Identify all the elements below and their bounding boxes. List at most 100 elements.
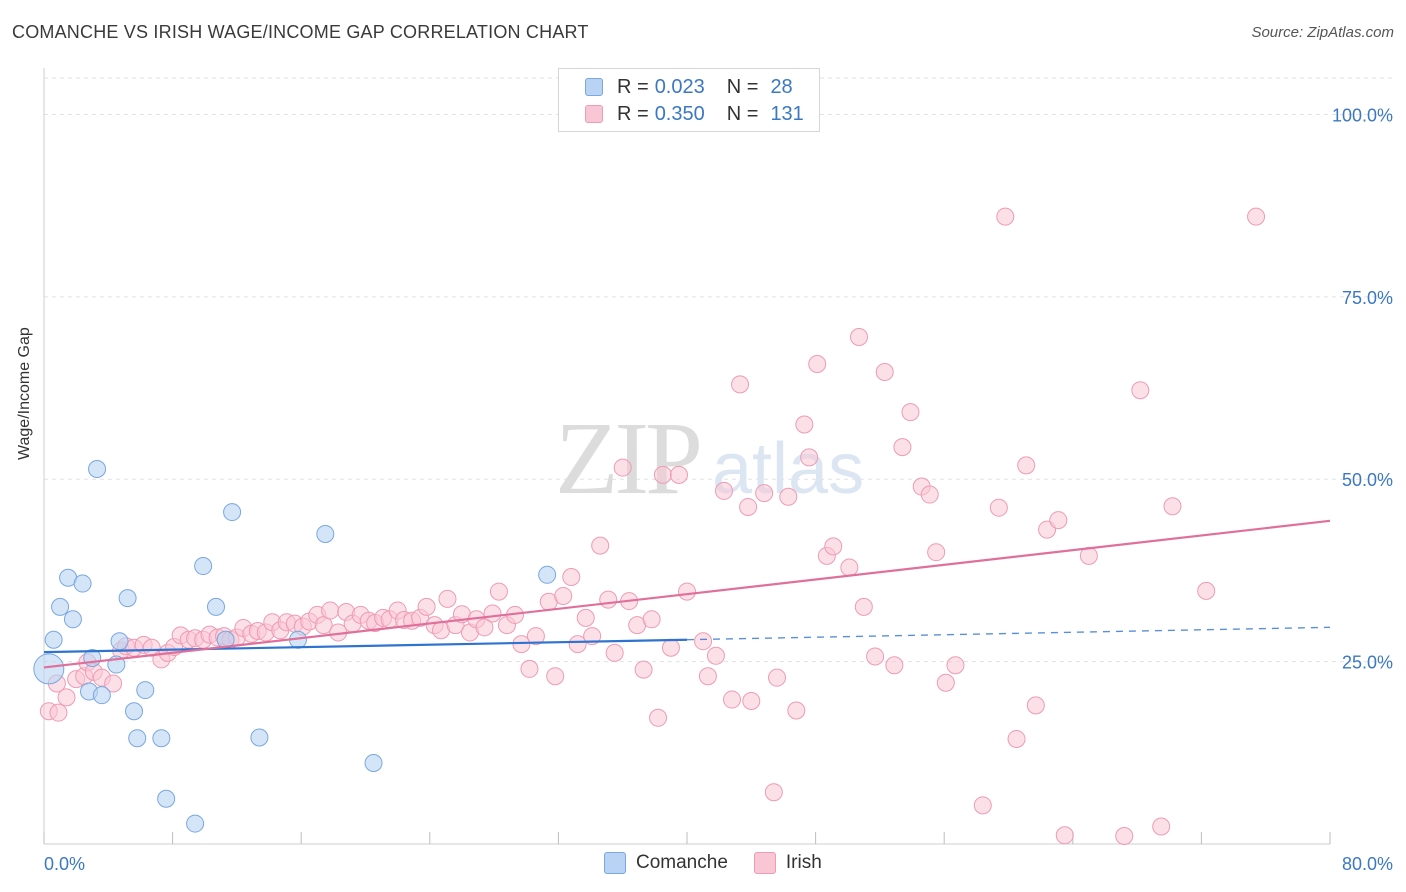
irish-point xyxy=(973,796,992,815)
irish-point xyxy=(893,438,912,457)
comanche-point xyxy=(157,789,176,808)
irish-point xyxy=(661,638,680,657)
watermark: ZIP atlas xyxy=(555,401,864,516)
irish-point xyxy=(562,567,581,586)
watermark-zip: ZIP xyxy=(555,401,699,516)
irish-point xyxy=(840,558,859,577)
r-value: 0.350 xyxy=(654,102,705,125)
comanche-point xyxy=(128,729,147,748)
legend-label-irish: Irish xyxy=(785,852,822,873)
y-tick-label: 100.0% xyxy=(1332,105,1393,125)
stats-legend: R = 0.023 N = 28 R = 0.350 N = 131 xyxy=(558,68,820,132)
comanche-point xyxy=(364,754,383,773)
y-tick-label: 25.0% xyxy=(1342,653,1393,673)
irish-point xyxy=(642,610,661,629)
source-credit: Source: ZipAtlas.com xyxy=(1251,24,1394,41)
irish-point xyxy=(605,643,624,662)
irish-point xyxy=(583,627,602,646)
irish-point xyxy=(599,590,618,609)
irish-point xyxy=(653,465,672,484)
x-tick-label-min: 0.0% xyxy=(44,854,85,874)
comanche-point xyxy=(186,814,205,833)
trend-lines xyxy=(43,519,1331,669)
comanche-point xyxy=(250,728,269,747)
comanche-point xyxy=(136,681,155,700)
irish-point xyxy=(57,688,76,707)
irish-point xyxy=(546,667,565,686)
legend-label-comanche: Comanche xyxy=(636,852,728,873)
x-tick-label-max: 80.0% xyxy=(1342,854,1393,874)
irish-point xyxy=(742,692,761,711)
comanche-point xyxy=(194,557,213,576)
comanche-point xyxy=(88,460,107,479)
irish-swatch xyxy=(753,852,776,874)
irish-point xyxy=(520,659,539,678)
irish-point xyxy=(1026,696,1045,715)
n-label: N = xyxy=(726,75,759,98)
irish-point xyxy=(483,604,502,623)
comanche-point xyxy=(118,589,137,608)
irish-point xyxy=(1049,511,1068,530)
grid-lines xyxy=(44,77,1395,663)
irish-point xyxy=(417,597,436,616)
comanche-series xyxy=(33,460,557,833)
irish-point xyxy=(714,481,733,500)
tick-labels: 25.0% 50.0% 75.0% 100.0% 0.0% 80.0% xyxy=(44,105,1393,874)
irish-point xyxy=(104,674,123,693)
irish-series xyxy=(39,207,1266,845)
irish-point xyxy=(568,635,587,654)
irish-point xyxy=(1055,826,1074,845)
irish-point xyxy=(678,582,696,601)
irish-point xyxy=(755,484,774,503)
legend-item-comanche[interactable]: Comanche xyxy=(604,852,728,874)
legend-row-irish: R = 0.350 N = 131 xyxy=(585,102,804,126)
comanche-point xyxy=(51,597,70,616)
irish-point xyxy=(698,667,717,686)
comanche-point xyxy=(33,653,65,685)
irish-point xyxy=(1007,729,1026,748)
comanche-point xyxy=(207,597,226,616)
comanche-point xyxy=(223,503,242,522)
comanche-point xyxy=(152,729,171,748)
legend-item-irish[interactable]: Irish xyxy=(753,852,822,874)
n-value: 28 xyxy=(770,75,793,98)
irish-point xyxy=(795,415,814,434)
comanche-trend-extension xyxy=(686,626,1331,641)
y-tick-label: 75.0% xyxy=(1342,288,1393,308)
irish-point xyxy=(885,656,904,675)
irish-point xyxy=(989,498,1008,517)
comanche-point xyxy=(125,702,144,721)
irish-point xyxy=(731,375,750,394)
y-axis-label: Wage/Income Gap xyxy=(16,327,33,460)
irish-point xyxy=(946,656,965,675)
irish-point xyxy=(489,582,508,601)
irish-point xyxy=(706,646,725,665)
irish-point xyxy=(901,403,920,422)
y-tick-label: 50.0% xyxy=(1342,470,1393,490)
irish-point xyxy=(554,586,573,605)
irish-point xyxy=(669,465,688,484)
irish-point xyxy=(591,536,610,555)
comanche-point xyxy=(538,565,557,584)
irish-point xyxy=(1152,817,1171,836)
n-label: N = xyxy=(726,102,759,125)
irish-point xyxy=(787,701,806,720)
irish-point xyxy=(723,690,742,709)
irish-point xyxy=(438,589,457,608)
irish-point xyxy=(936,673,955,692)
irish-point xyxy=(996,207,1015,226)
irish-point xyxy=(875,362,894,381)
irish-point xyxy=(808,354,827,373)
irish-point xyxy=(1197,581,1216,600)
irish-point xyxy=(920,485,939,504)
irish-point xyxy=(768,668,787,687)
irish-point xyxy=(779,487,798,506)
irish-point xyxy=(576,608,595,627)
irish-point xyxy=(850,327,869,346)
comanche-swatch xyxy=(604,852,626,874)
irish-point xyxy=(1247,207,1266,226)
comanche-trend-line xyxy=(43,638,688,654)
irish-point xyxy=(649,708,668,727)
n-value: 131 xyxy=(770,102,804,125)
